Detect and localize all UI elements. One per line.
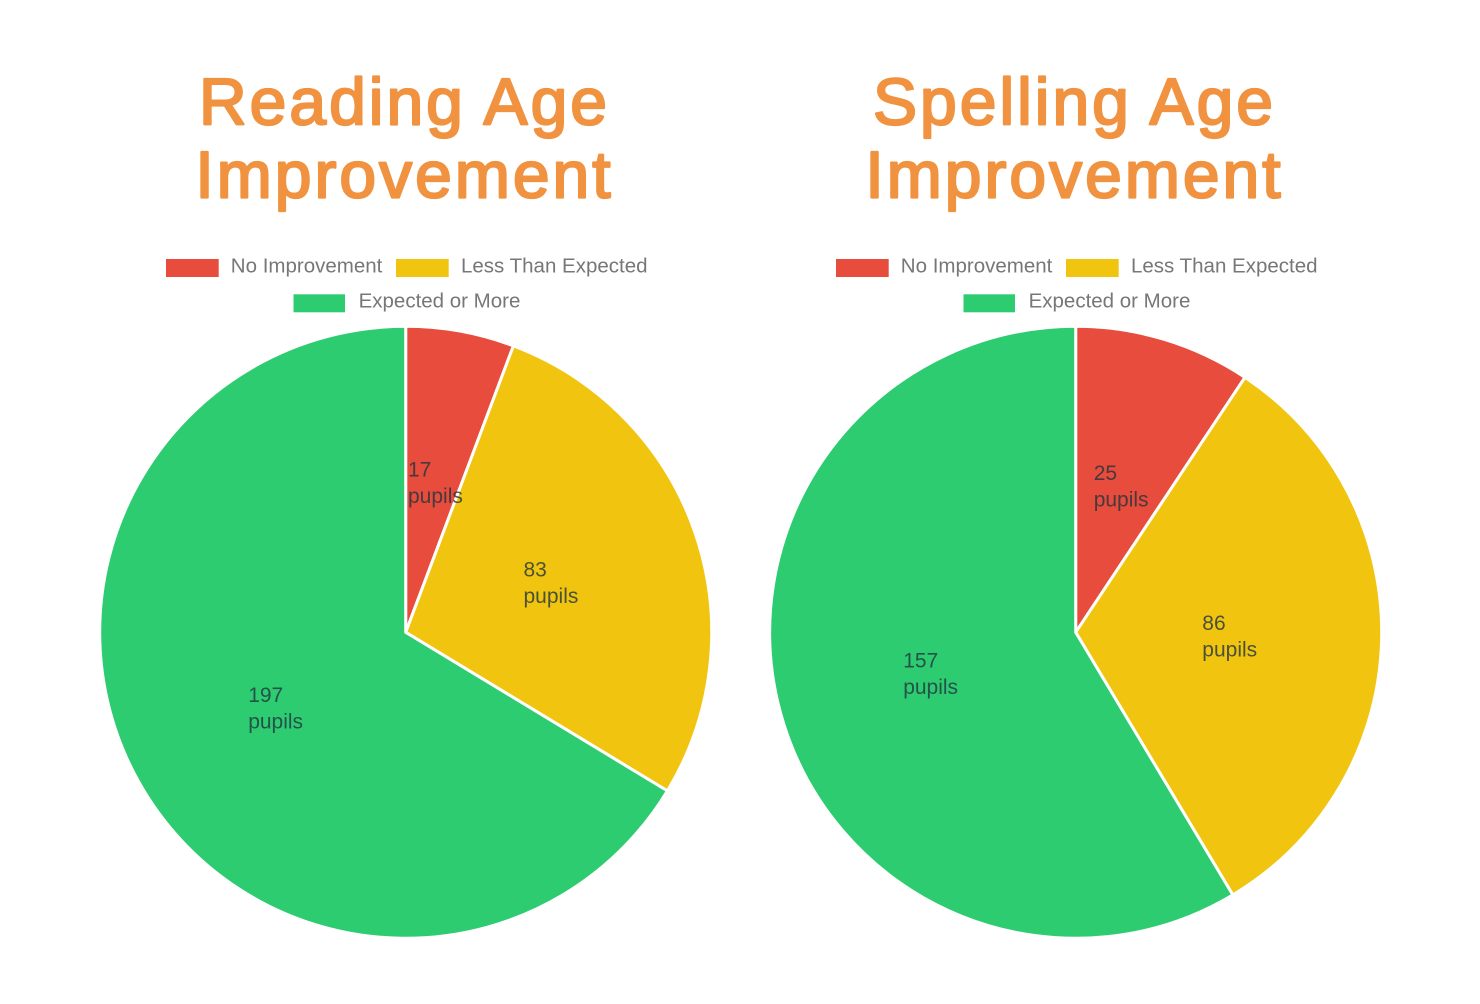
svg-text:Expected or More: Expected or More [359, 290, 521, 313]
svg-text:17: 17 [408, 459, 431, 482]
svg-text:197: 197 [248, 684, 283, 707]
svg-text:Less Than Expected: Less Than Expected [1131, 254, 1318, 277]
svg-text:No Improvement: No Improvement [231, 254, 383, 277]
svg-text:83: 83 [524, 559, 547, 582]
svg-text:pupils: pupils [1202, 639, 1257, 662]
svg-text:Improvement: Improvement [865, 138, 1283, 212]
svg-text:Spelling Age: Spelling Age [873, 65, 1276, 139]
svg-text:pupils: pupils [408, 485, 463, 508]
svg-text:86: 86 [1202, 612, 1225, 635]
svg-text:Improvement: Improvement [195, 138, 613, 212]
svg-text:pupils: pupils [524, 585, 579, 608]
svg-text:157: 157 [903, 650, 938, 673]
svg-text:Less Than Expected: Less Than Expected [461, 254, 648, 277]
svg-text:25: 25 [1094, 462, 1117, 485]
svg-text:pupils: pupils [903, 676, 958, 699]
svg-text:pupils: pupils [1094, 489, 1149, 512]
svg-text:Reading Age: Reading Age [199, 65, 610, 139]
svg-text:No Improvement: No Improvement [901, 254, 1053, 277]
svg-text:pupils: pupils [248, 711, 303, 734]
svg-text:Expected or More: Expected or More [1029, 290, 1191, 313]
